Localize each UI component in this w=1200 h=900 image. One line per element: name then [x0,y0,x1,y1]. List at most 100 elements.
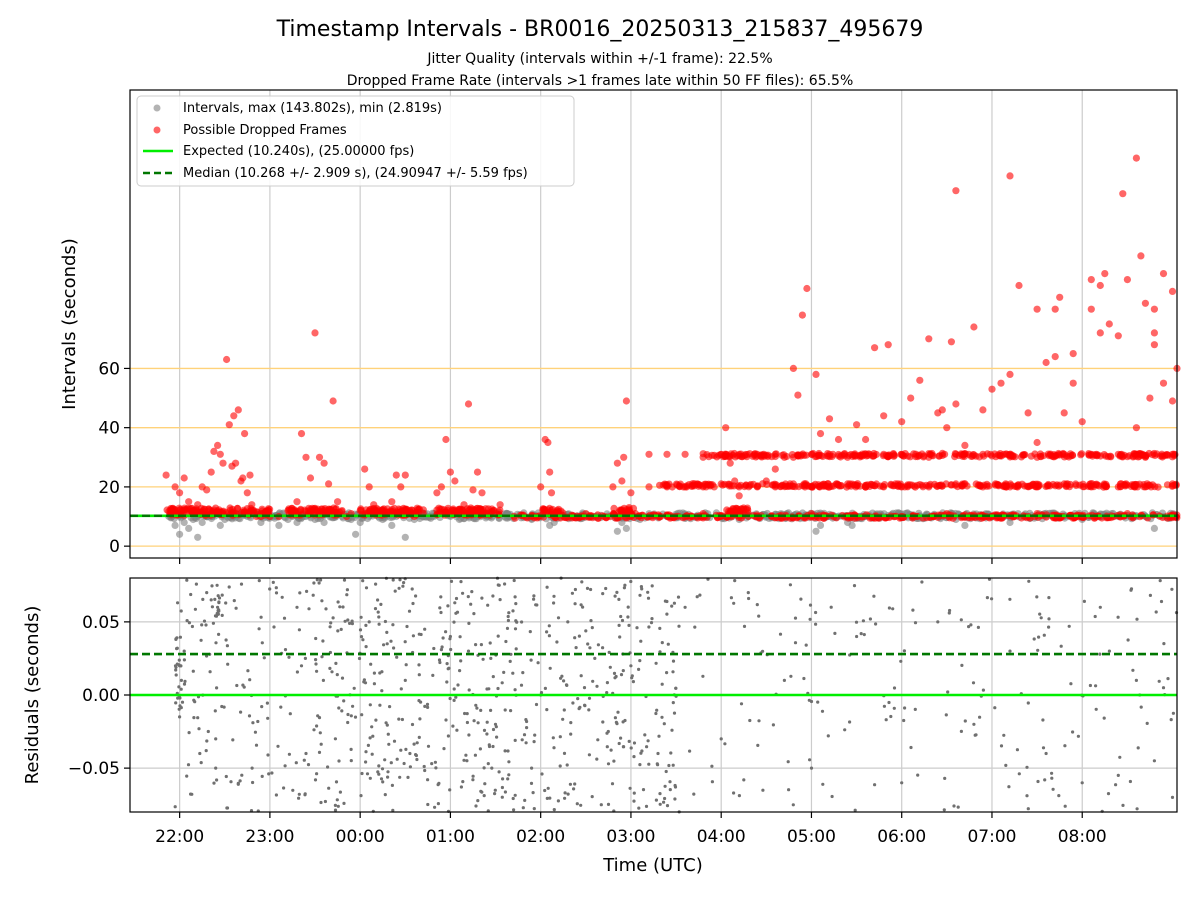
residual-point [606,802,611,807]
residual-point [913,621,918,625]
dropped-frame-point [1157,452,1165,460]
residual-point [532,807,536,811]
residual-point [210,605,214,609]
residual-point [297,628,301,632]
residual-point [695,595,699,599]
residual-point [379,777,384,781]
residual-point [340,709,344,713]
residual-point [496,583,500,587]
residual-point [335,673,339,677]
residual-point [816,700,820,704]
interval-point [613,527,622,535]
dropped-frame-point [825,415,834,423]
residual-point [334,780,339,784]
residual-point [710,780,715,784]
residual-point [482,766,486,770]
residual-point [319,800,323,805]
dropped-frame-point [219,459,227,467]
residual-point [387,742,391,746]
residual-point [1047,596,1051,600]
dropped-frame-point [1147,483,1155,491]
residual-point [1025,765,1029,769]
x-tick-label-9: 07:00 [967,827,1016,847]
residual-point [469,602,473,606]
residual-point [215,778,219,782]
dropped-frame-point [433,489,441,497]
dropped-frame-point [474,507,482,515]
residual-point [465,759,469,763]
residual-point [432,646,436,651]
residual-point [565,683,569,688]
dropped-frame-point [203,486,211,494]
residual-point [613,716,618,720]
residual-point [566,620,570,624]
residual-point [357,656,362,661]
x-tick-label-8: 06:00 [877,827,926,847]
residual-point [1038,612,1042,616]
residual-point [364,750,368,754]
residual-point [174,701,178,705]
residual-point [545,708,549,712]
residual-point [374,718,378,722]
residual-point [317,581,321,585]
dropped-frame-point [789,480,798,488]
residual-point [274,586,278,590]
dropped-frame-point [1105,320,1113,328]
residual-point [452,620,456,624]
interval-point [401,533,409,541]
residual-point [475,706,479,710]
dropped-frame-point [214,441,222,449]
residual-point [654,798,659,802]
residual-point [415,757,419,762]
dropped-frame-point [1150,341,1158,349]
residual-point [446,604,450,608]
dropped-frame-point [812,370,820,378]
residual-point [376,610,380,614]
residual-point [294,761,298,765]
x-tick-label-3: 01:00 [426,827,475,847]
dropped-frame-point [239,474,247,482]
dropped-frame-point [1033,438,1041,447]
dropped-frame-point [731,477,739,485]
dropped-frame-point [1100,482,1109,490]
residual-point [461,780,465,784]
residual-point [520,620,524,624]
residual-point [217,632,221,637]
residual-point [632,741,637,745]
dropped-frame-point [988,452,996,460]
residual-point [404,747,408,752]
residual-point [1057,794,1061,798]
residual-point [671,701,675,705]
residual-point [367,620,371,624]
residual-point [224,774,228,779]
residual-point [1063,804,1067,808]
dropped-frame-point [1012,482,1020,491]
dropped-frame-point [916,376,924,384]
residual-point [381,780,385,784]
dropped-frame-point [699,483,707,491]
dropped-frame-point [690,480,699,488]
residual-point [503,790,507,794]
residual-point [639,751,643,755]
dropped-frame-point [991,481,1000,489]
residual-point [673,785,678,789]
residual-point [315,578,319,582]
residual-point [519,683,524,687]
residual-point [502,670,506,675]
residual-point [291,788,295,792]
residual-point [358,628,363,632]
residual-point [417,632,421,636]
residuals-y-tick-label-1: 0.00 [82,686,120,706]
residual-point [449,579,454,584]
residual-point [506,618,510,623]
dropped-frame-point [833,480,841,488]
residual-point [548,666,552,670]
residual-point [956,805,960,809]
dropped-frame-point [925,483,933,491]
residual-point [671,659,676,663]
residual-point [809,766,814,770]
residual-point [197,727,201,731]
dropped-frame-point [1168,450,1177,458]
residual-point [251,721,255,725]
residual-point [202,619,207,623]
